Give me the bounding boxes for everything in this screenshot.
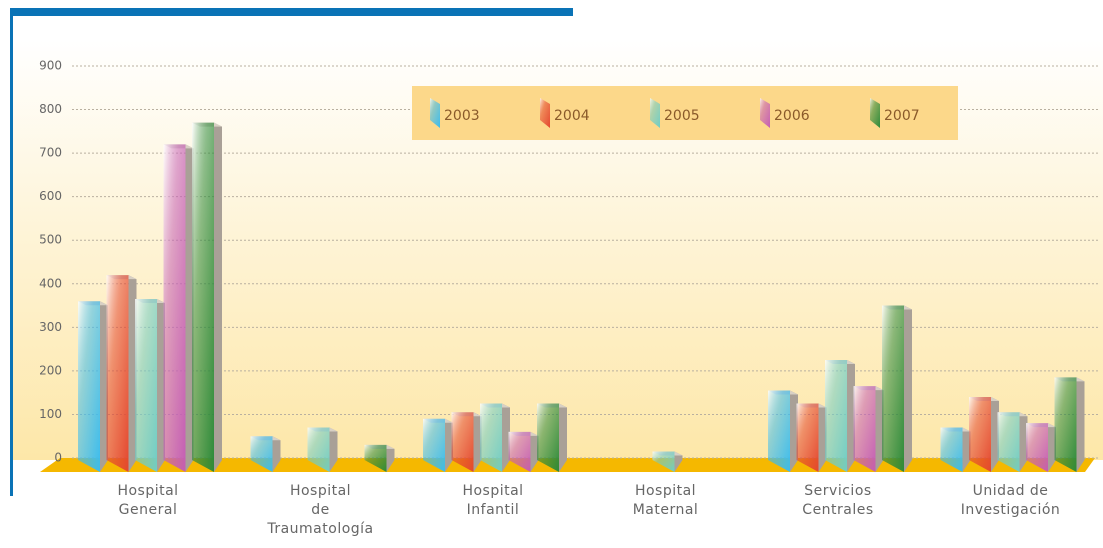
bar [364,444,387,472]
bar [135,299,157,472]
x-tick-label: Investigación [961,502,1061,518]
bar [1054,377,1077,472]
bar [480,403,502,472]
bar-side [1076,377,1085,472]
x-tick-label: Hospital [117,483,178,499]
legend-swatch [540,98,550,128]
legend-box [412,86,958,140]
bar-side [157,299,165,472]
legend-swatch [760,98,770,128]
bar [825,360,847,472]
bar [768,390,790,472]
legend-swatch [870,98,880,128]
bar [508,431,531,472]
x-tick-label: de [311,502,330,518]
legend-label: 2006 [774,108,810,124]
legend-label: 2004 [554,108,590,124]
bar-side [128,275,137,472]
x-tick-label: Infantil [467,502,520,518]
bar-side [185,144,194,472]
bar [997,412,1020,472]
bar [423,418,445,472]
bar [250,436,273,472]
y-tick-label: 0 [54,451,62,465]
bar [940,427,963,472]
bar-side [559,403,567,472]
bar [853,386,876,472]
bar-side [1019,412,1028,472]
bar [652,451,675,472]
bar-side [272,436,281,472]
y-tick-label: 900 [39,59,62,73]
bar [796,403,819,472]
bar-side [847,360,855,472]
legend-label: 2003 [444,108,480,124]
x-tick-label: Unidad de [973,483,1049,499]
bar [307,427,330,472]
bar-side [991,397,999,472]
bar [882,305,904,472]
left-rule [10,10,13,496]
bar-side [329,427,338,472]
bar [192,122,214,472]
bar [163,144,186,472]
bar-side [962,427,971,472]
bar [1026,423,1048,472]
x-tick-label: Hospital [290,483,351,499]
x-tick-label: Hospital [635,483,696,499]
bar [969,397,991,472]
y-tick-label: 700 [39,146,62,160]
bar-side [904,305,912,472]
bar-side [445,418,453,472]
x-tick-label: General [119,502,178,518]
x-tick-label: Hospital [462,483,523,499]
x-tick-label: Maternal [633,502,699,518]
header-bar [10,8,573,16]
bar-side [1048,423,1056,472]
y-tick-label: 500 [39,233,62,247]
bar-side [386,444,395,472]
y-tick-label: 400 [39,276,62,290]
y-tick-label: 600 [39,189,62,203]
bar-side [818,403,827,472]
legend-label: 2005 [664,108,700,124]
bar [537,403,559,472]
bar-side [502,403,510,472]
bar-side [674,451,683,472]
bar [106,275,129,472]
legend-label: 2007 [884,108,920,124]
bar-side [875,386,884,472]
bar [451,412,474,472]
y-tick-label: 300 [39,320,62,334]
bar-side [473,412,482,472]
legend-swatch [430,98,440,128]
x-tick-label: Centrales [802,502,873,518]
x-tick-label: Servicios [804,483,871,499]
bar-side [790,390,798,472]
bar-side [100,301,108,472]
x-tick-label: Traumatología [266,521,373,537]
y-tick-label: 200 [39,363,62,377]
bar-side [530,431,539,472]
y-tick-label: 800 [39,102,62,116]
bar [78,301,100,472]
bar-side [214,122,222,472]
legend-swatch [650,98,660,128]
y-tick-label: 100 [39,407,62,421]
